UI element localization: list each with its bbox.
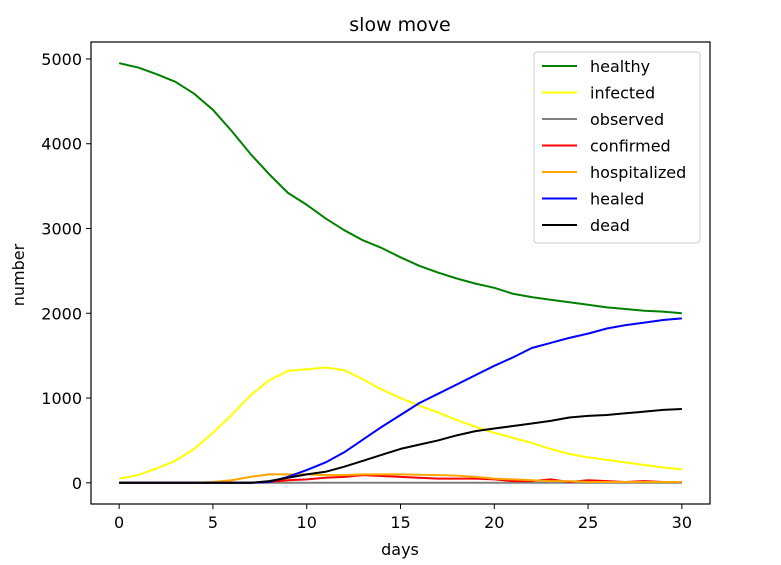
x-tick-label: 20 — [484, 513, 504, 532]
series-line-dead — [119, 408, 682, 484]
legend-label-observed: observed — [590, 110, 664, 129]
y-axis-label: number — [9, 243, 28, 306]
series-line-infected — [118, 366, 682, 480]
x-axis-label: days — [381, 540, 419, 559]
x-tick-label: 15 — [390, 513, 410, 532]
y-tick-label: 1000 — [41, 389, 82, 408]
x-tick-label: 0 — [114, 513, 124, 532]
y-tick-label: 4000 — [41, 135, 82, 154]
x-tick-label: 30 — [672, 513, 692, 532]
y-tick-label: 0 — [72, 474, 82, 493]
x-tick-label: 25 — [578, 513, 598, 532]
legend-label-infected: infected — [590, 84, 655, 103]
legend-label-healthy: healthy — [590, 57, 650, 76]
x-axis: 0 5 10 15 20 25 30 — [114, 504, 692, 532]
x-tick-label: 10 — [297, 513, 317, 532]
legend-label-healed: healed — [590, 190, 644, 209]
legend-box — [533, 51, 701, 244]
legend-label-dead: dead — [590, 216, 630, 235]
legend-label-hospitalized: hospitalized — [590, 163, 686, 182]
x-tick-label: 5 — [208, 513, 218, 532]
y-axis: 0 1000 2000 3000 4000 5000 — [41, 50, 91, 493]
plot-lines — [118, 62, 682, 484]
y-tick-label: 2000 — [41, 304, 82, 323]
y-tick-label: 5000 — [41, 50, 82, 69]
legend-label-confirmed: confirmed — [590, 137, 671, 156]
chart-title: slow move — [349, 14, 450, 36]
y-tick-label: 3000 — [41, 219, 82, 238]
legend: healthy infected observed confirmed hospital… — [533, 51, 701, 244]
series-line-healthy — [118, 62, 682, 315]
